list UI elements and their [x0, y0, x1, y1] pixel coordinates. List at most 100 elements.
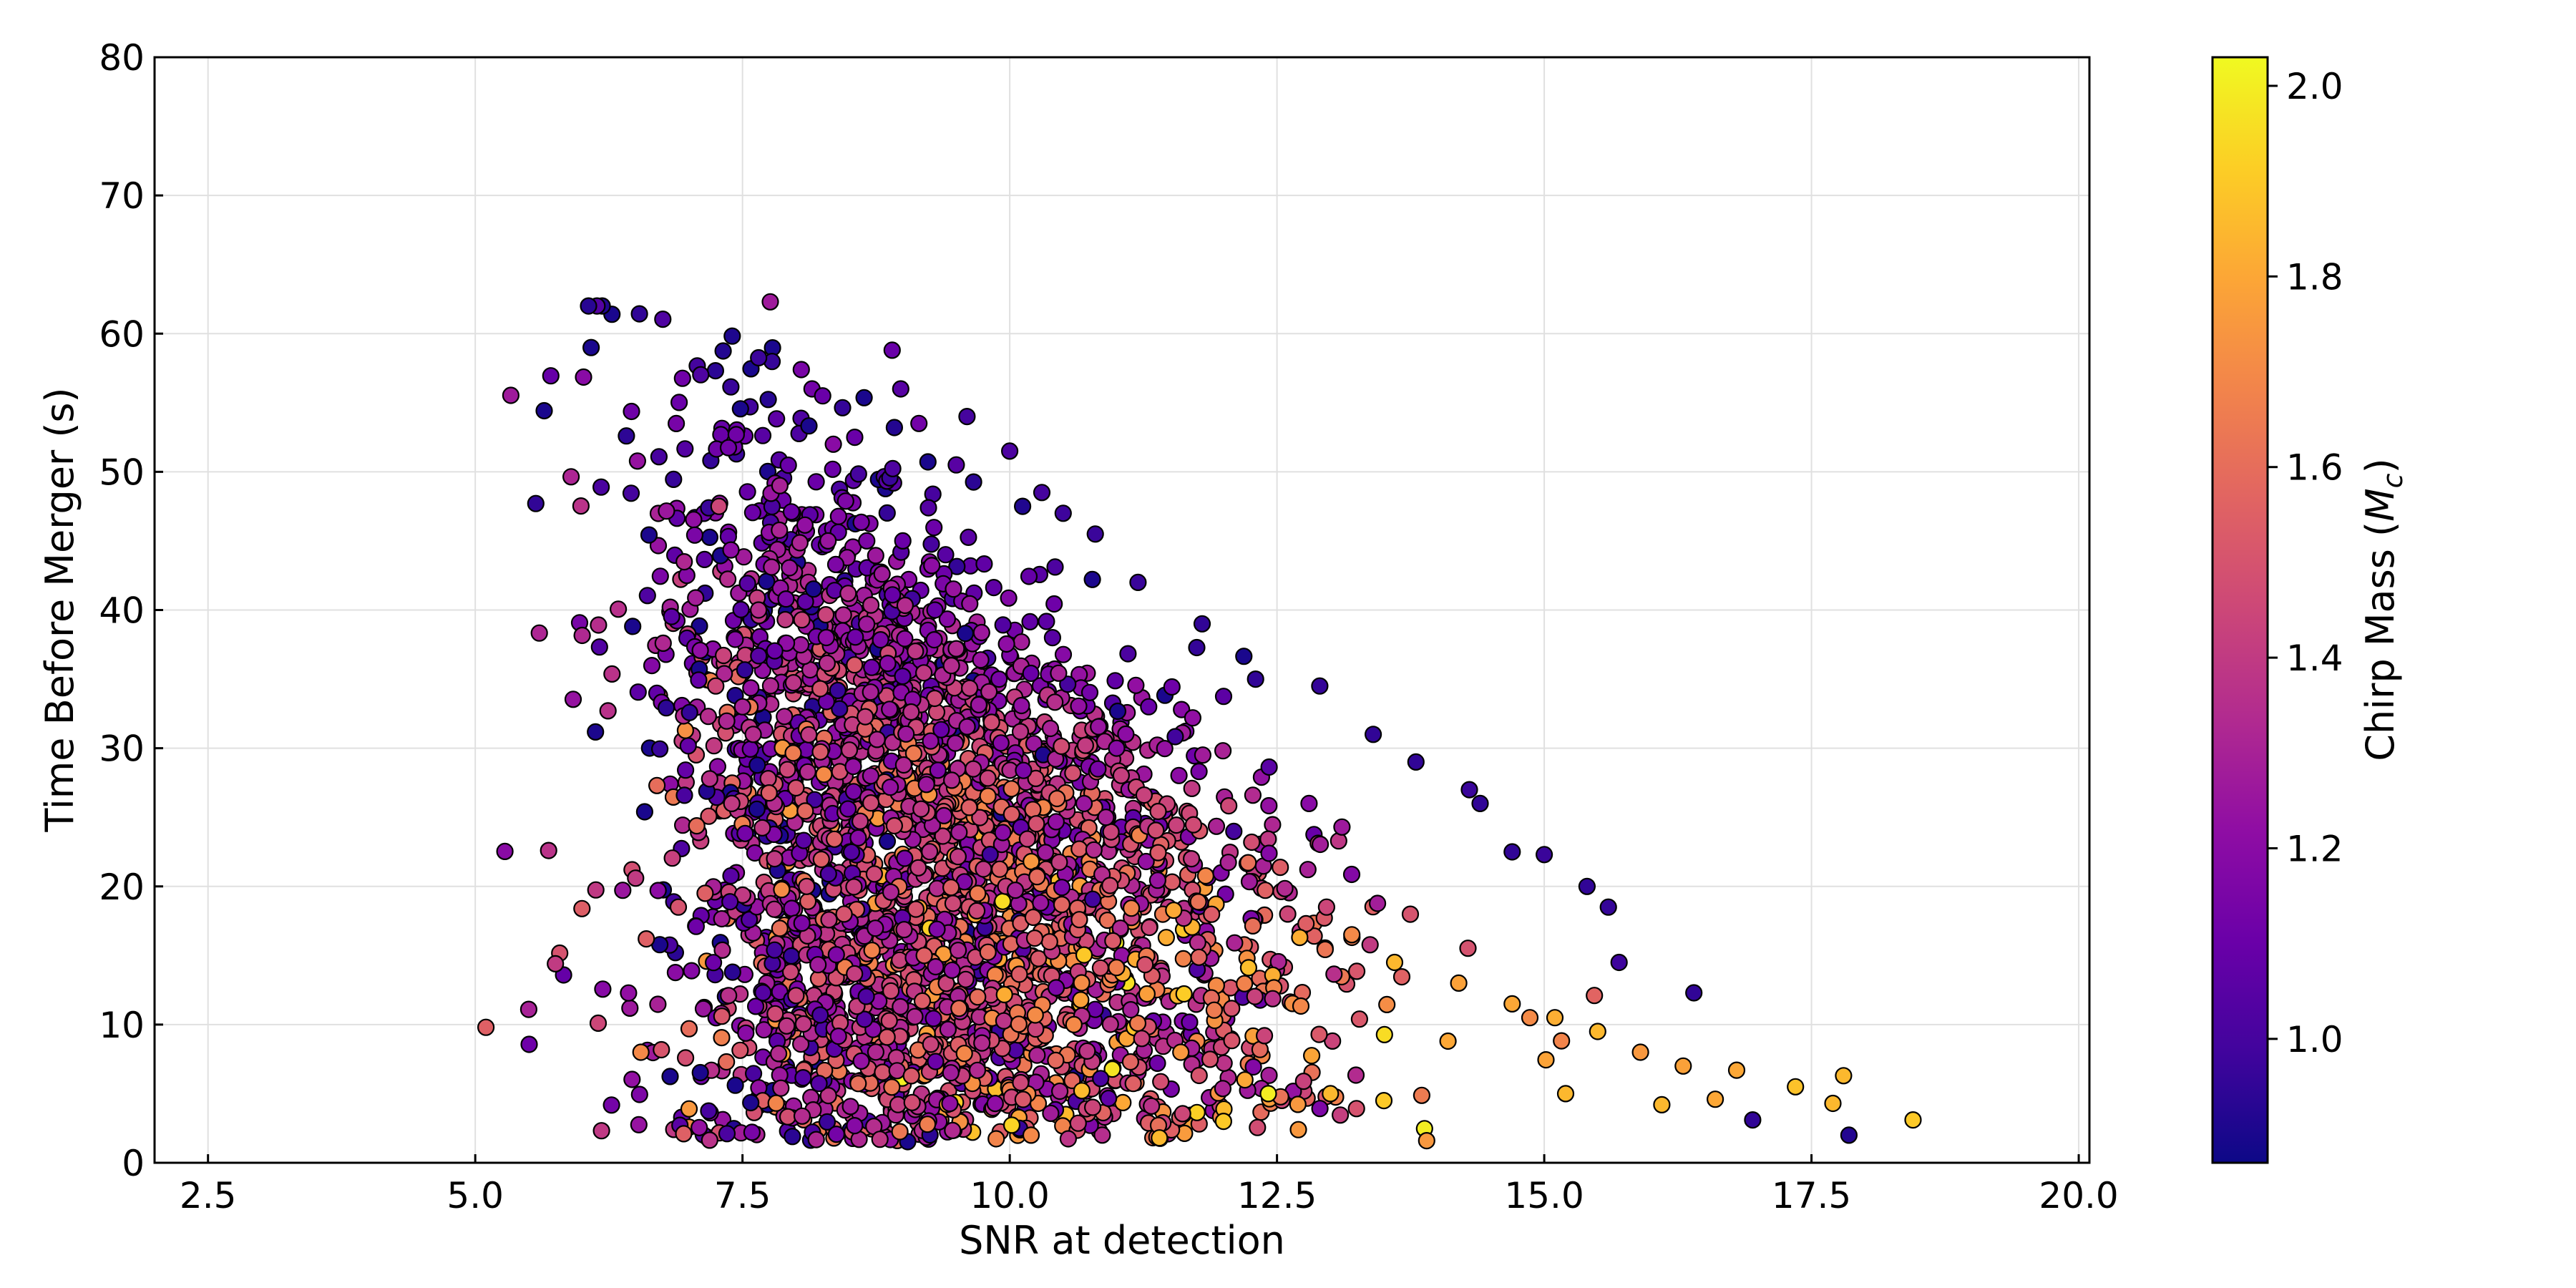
scatter-point [1122, 1000, 1140, 1019]
colorbar-tick-label: 1.6 [2286, 447, 2343, 489]
scatter-point [731, 1041, 749, 1059]
scatter-point [943, 961, 961, 980]
scatter-point [653, 1040, 670, 1059]
x-axis-label: SNR at detection [959, 1218, 1285, 1263]
scatter-point [1022, 664, 1040, 683]
scatter-point [731, 400, 749, 418]
data-point [819, 532, 837, 550]
scatter-point [863, 941, 881, 960]
data-point [894, 532, 912, 550]
scatter-point [1104, 932, 1122, 950]
scatter-point [687, 589, 705, 607]
data-point [1904, 1111, 1922, 1129]
scatter-point [1259, 830, 1277, 848]
data-point [1685, 984, 1703, 1002]
scatter-point [1070, 840, 1088, 858]
y-tick-label: 60 [99, 313, 145, 355]
scatter-point [1264, 816, 1282, 834]
scatter-point [1098, 911, 1116, 930]
scatter-point [872, 630, 889, 649]
scatter-point [782, 947, 801, 965]
data-point [547, 955, 565, 973]
scatter-point [1073, 1082, 1091, 1100]
scatter-point [1553, 1032, 1571, 1050]
scatter-point [719, 439, 738, 457]
scatter-point [1201, 1050, 1219, 1068]
scatter-point [1239, 959, 1258, 977]
scatter-point [527, 494, 545, 512]
scatter-point [997, 635, 1015, 653]
data-point [846, 428, 864, 447]
scatter-point [799, 892, 817, 910]
y-axis-ticks: 0 10 20 30 40 50 60 70 80 [99, 37, 163, 1184]
scatter-point [1083, 890, 1102, 908]
scatter-point [921, 843, 939, 861]
scatter-point [777, 590, 795, 608]
x-tick-label: 20.0 [2039, 1175, 2118, 1216]
scatter-point [679, 737, 697, 755]
x-tick-label: 2.5 [180, 1175, 237, 1216]
scatter-point [663, 608, 680, 625]
scatter-point [1036, 844, 1055, 862]
scatter-point [721, 893, 739, 911]
scatter-point [1012, 1073, 1030, 1092]
scatter-point [794, 1015, 813, 1033]
scatter-point [982, 713, 1000, 731]
scatter-point [1027, 769, 1045, 788]
scatter-point [663, 849, 681, 867]
scatter-point [1220, 796, 1238, 815]
scatter-point [1236, 975, 1254, 992]
scatter-point [1002, 1116, 1021, 1134]
scatter-point [609, 600, 628, 618]
colorbar-tick-label: 1.2 [2286, 828, 2343, 869]
scatter-point [804, 580, 823, 598]
scatter-point [705, 737, 723, 755]
scatter-point [965, 760, 982, 778]
scatter-point [987, 1130, 1005, 1148]
scatter-point [1122, 899, 1141, 917]
data-point [1840, 1126, 1858, 1144]
scatter-point [1342, 865, 1361, 884]
scatter-point [912, 800, 930, 818]
scatter-point [927, 957, 945, 976]
scatter-point [614, 882, 632, 899]
scatter-point [1347, 962, 1366, 980]
scatter-point [967, 902, 986, 920]
scatter-point [766, 642, 784, 660]
scatter-point [852, 1052, 870, 1070]
colorbar-label: Chirp Mass (Mc) [2358, 458, 2409, 761]
scatter-point [1135, 786, 1153, 804]
scatter-point [1000, 589, 1018, 607]
scatter-point [603, 665, 621, 683]
scatter-point [686, 526, 704, 544]
scatter-point [862, 794, 880, 812]
scatter-point [815, 766, 833, 784]
data-point [947, 456, 965, 474]
scatter-point [950, 1000, 968, 1018]
data-point [519, 1000, 538, 1018]
data-point [1108, 739, 1126, 757]
scatter-point [927, 1053, 945, 1070]
scatter-point [902, 703, 920, 721]
scatter-point [1157, 929, 1176, 947]
data-point [1471, 794, 1489, 813]
y-tick-label: 10 [99, 1005, 145, 1046]
scatter-point [880, 1012, 898, 1030]
scatter-point [649, 995, 667, 1013]
scatter-point [1190, 1066, 1208, 1085]
scatter-point [738, 575, 756, 592]
data-point [915, 947, 933, 965]
scatter-point [995, 985, 1013, 1004]
colorbar-tick-label: 1.4 [2286, 638, 2343, 679]
scatter-point [736, 661, 754, 679]
scatter-point [881, 779, 899, 796]
scatter-point [630, 1116, 648, 1133]
data-point [1556, 1085, 1575, 1103]
scatter-point [793, 914, 811, 932]
scatter-point [942, 771, 961, 789]
scatter-point [863, 658, 881, 676]
scatter-point [718, 570, 737, 588]
scatter-point [1148, 872, 1167, 889]
scatter-point [992, 734, 1010, 752]
scatter-point [1050, 853, 1068, 872]
